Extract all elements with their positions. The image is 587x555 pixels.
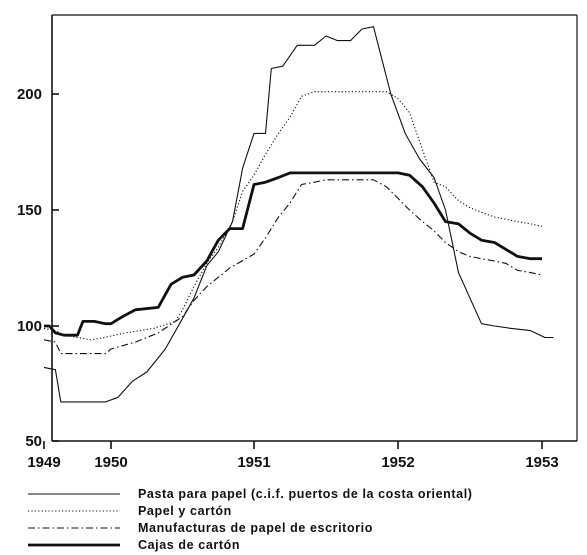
series-line-1 (43, 26, 554, 403)
legend-label-3: Manufacturas de papel de escritorio (138, 521, 373, 535)
x-tick-label: 1951 (237, 454, 270, 471)
legend: Pasta para papel (c.i.f. puertos de la c… (28, 487, 473, 552)
series-layer (43, 26, 554, 403)
plot-frame (51, 14, 578, 442)
y-tick-label: 150 (17, 202, 42, 219)
y-tick-label: 50 (25, 433, 42, 450)
series-line-3 (43, 179, 543, 355)
series-line-2 (43, 91, 543, 341)
series-line-4 (44, 171, 542, 337)
x-tick-label: 1953 (525, 454, 558, 471)
legend-label-4: Cajas de cartón (138, 538, 240, 552)
x-tick-label: 1949 (27, 454, 60, 471)
y-tick-label: 200 (17, 86, 42, 103)
x-tick-label: 1950 (94, 454, 127, 471)
legend-label-2: Papel y cartón (138, 504, 232, 518)
legend-label-1: Pasta para papel (c.i.f. puertos de la c… (138, 487, 473, 501)
x-tick-label: 1952 (381, 454, 414, 471)
y-ticks: 50 100 150 200 (17, 86, 59, 450)
y-tick-label: 100 (17, 318, 42, 335)
x-ticks: 1949 1950 1951 1952 1953 (27, 441, 559, 471)
